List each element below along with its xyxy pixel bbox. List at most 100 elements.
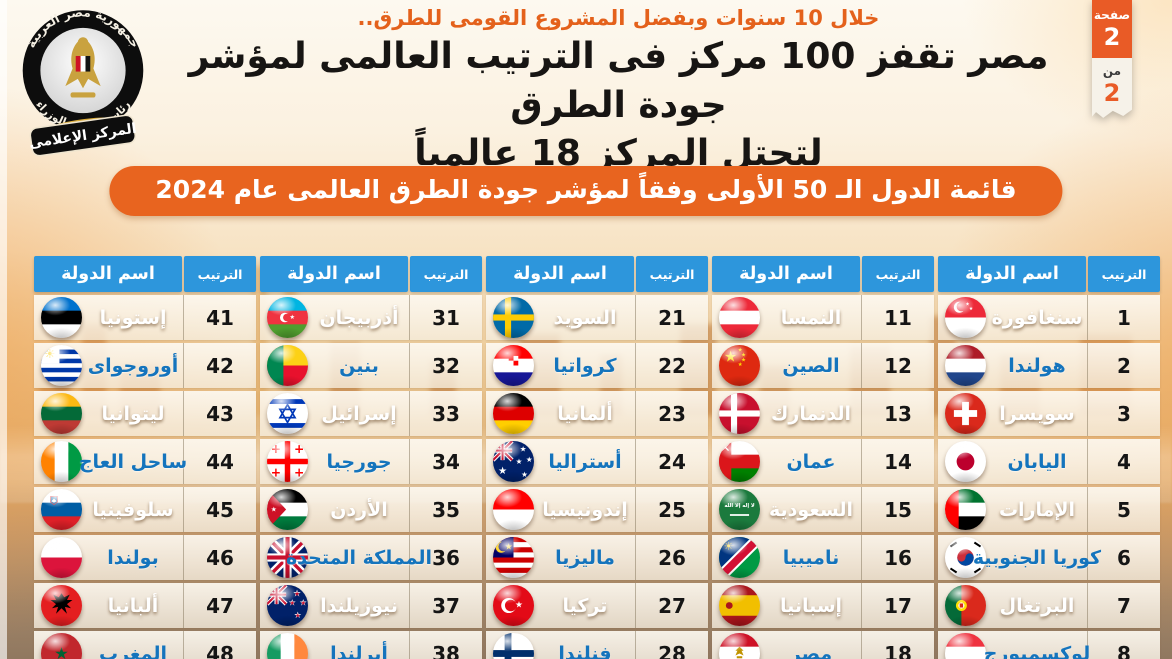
rank-cell: 35 [409, 487, 482, 532]
cabinet-media-center-logo: جمهورية مصر العربية رئاسة مجلس الوزراء ا… [8, 4, 158, 166]
country-name: بنين [339, 354, 379, 377]
rank-cell: 5 [1087, 487, 1160, 532]
flag-pl-icon [41, 537, 82, 578]
svg-text:★: ★ [54, 644, 69, 659]
table-row-rank-42: 42 ☀ أوروجواى [34, 343, 256, 388]
rank-cell: 45 [183, 487, 256, 532]
flag-tr-icon: ★ [493, 585, 534, 626]
country-name: ألبانيا [107, 594, 159, 617]
page-indicator-total: من 2 [1092, 58, 1132, 118]
flag-il-icon [267, 393, 308, 434]
country-name: أستراليا [548, 450, 622, 473]
flag-se-icon [493, 297, 534, 338]
table-row-rank-32: 32 بنين [260, 343, 482, 388]
flag-al-icon [41, 585, 82, 626]
svg-text:★: ★ [526, 455, 533, 464]
table-row-rank-34: 34 + + + + جورجيا [260, 439, 482, 484]
rank-column-header: الترتيب [862, 256, 934, 292]
ranking-table: الترتيب اسم الدولة 41 إستونيا 42 ☀ أوروجواى 43 ل… [34, 256, 256, 659]
country-name: ماليزيا [555, 546, 615, 569]
rank-cell: 32 [409, 343, 482, 388]
country-name: لوكسمبورج [983, 642, 1091, 659]
svg-text:★: ★ [965, 302, 969, 308]
rank-cell: 4 [1087, 439, 1160, 484]
flag-lu-icon [945, 633, 986, 659]
svg-text:☀: ☀ [724, 540, 734, 553]
rank-cell: 13 [861, 391, 934, 436]
country-name: السويد [553, 306, 617, 329]
svg-text:لا إله إلا الله: لا إله إلا الله [724, 503, 755, 509]
svg-text:+: + [294, 465, 304, 479]
country-name: المملكة المتحدة [285, 546, 433, 569]
rank-cell: 15 [861, 487, 934, 532]
country-name: البرتغال [999, 594, 1075, 617]
country-name: نيوزيلندا [320, 594, 398, 617]
svg-text:★: ★ [290, 314, 296, 321]
flag-my-icon: ★ [493, 537, 534, 578]
flag-na-icon: ☀ [719, 537, 760, 578]
rank-cell: 14 [861, 439, 934, 484]
rank-cell: 38 [409, 631, 482, 659]
rank-cell: 37 [409, 583, 482, 628]
rank-cell: 36 [409, 535, 482, 580]
flag-id-icon [493, 489, 534, 530]
rank-cell: 48 [183, 631, 256, 659]
svg-text:★: ★ [293, 588, 302, 599]
table-row-rank-25: 25 إندونيسيا [486, 487, 708, 532]
country-name: أيرلندا [330, 642, 388, 659]
svg-text:+: + [271, 442, 281, 456]
table-row-rank-43: 43 ليتوانيا [34, 391, 256, 436]
svg-text:+: + [294, 442, 304, 456]
svg-text:★: ★ [521, 470, 528, 479]
country-name: ساحل العاج [78, 450, 188, 473]
country-column-header: اسم الدولة [260, 256, 408, 292]
egypt-eagle-icon [65, 37, 101, 98]
table-row-rank-4: 4 اليابان [938, 439, 1160, 484]
country-name: الدنمارك [771, 402, 851, 425]
country-name: ألمانيا [557, 402, 613, 425]
table-row-rank-16: 16 ☀ ناميبيا [712, 535, 934, 580]
svg-text:★: ★ [738, 347, 743, 353]
country-name: السعودية [768, 498, 854, 521]
country-name: إندونيسيا [542, 498, 628, 521]
flag-nl-icon [945, 345, 986, 386]
rank-cell: 26 [635, 535, 708, 580]
rank-cell: 24 [635, 439, 708, 484]
svg-text:★: ★ [288, 598, 296, 608]
rank-cell: 43 [183, 391, 256, 436]
rank-cell: 31 [409, 295, 482, 340]
country-name: سلوفينيا [92, 498, 174, 521]
svg-text:+: + [271, 465, 281, 479]
rank-cell: 6 [1087, 535, 1160, 580]
ranking-table: الترتيب اسم الدولة 11 النمسا 12 ★ ★ ★ ★ ★ الصين 13 ا… [712, 256, 934, 659]
rank-cell: 17 [861, 583, 934, 628]
table-row-rank-12: 12 ★ ★ ★ ★ ★ الصين [712, 343, 934, 388]
country-name: الإمارات [998, 498, 1076, 521]
svg-text:★: ★ [969, 306, 973, 312]
rank-cell: 42 [183, 343, 256, 388]
headline-block: خلال 10 سنوات وبفضل المشروع القومى للطرق… [160, 6, 1077, 179]
rank-cell: 18 [861, 631, 934, 659]
svg-text:★: ★ [741, 358, 746, 364]
rank-cell: 46 [183, 535, 256, 580]
rank-cell: 12 [861, 343, 934, 388]
table-row-rank-37: 37 ★ ★ ★ ★ ★ ★ ★ ★ نيوزيلندا [260, 583, 482, 628]
country-name: سنغافورة [991, 306, 1083, 329]
svg-text:★: ★ [300, 600, 306, 607]
ranking-tables: الترتيب اسم الدولة 1 ★ ★ سنغافورة 2 هولندا 3 سويس… [34, 256, 1160, 659]
flag-ma-icon: ★ [41, 633, 82, 659]
rank-cell: 2 [1087, 343, 1160, 388]
rank-cell: 8 [1087, 631, 1160, 659]
rank-cell: 7 [1087, 583, 1160, 628]
rank-column-header: الترتيب [1088, 256, 1160, 292]
country-name: عمان [786, 450, 836, 473]
rank-cell: 33 [409, 391, 482, 436]
page-indicator-current: صفحة 2 [1092, 0, 1132, 58]
table-row-rank-5: 5 الإمارات [938, 487, 1160, 532]
table-row-rank-33: 33 إسرائيل [260, 391, 482, 436]
country-name: اليابان [1007, 450, 1067, 473]
flag-hr-icon [493, 345, 534, 386]
country-name: هولندا [1008, 354, 1066, 377]
flag-ge-icon: + + + + [267, 441, 308, 482]
